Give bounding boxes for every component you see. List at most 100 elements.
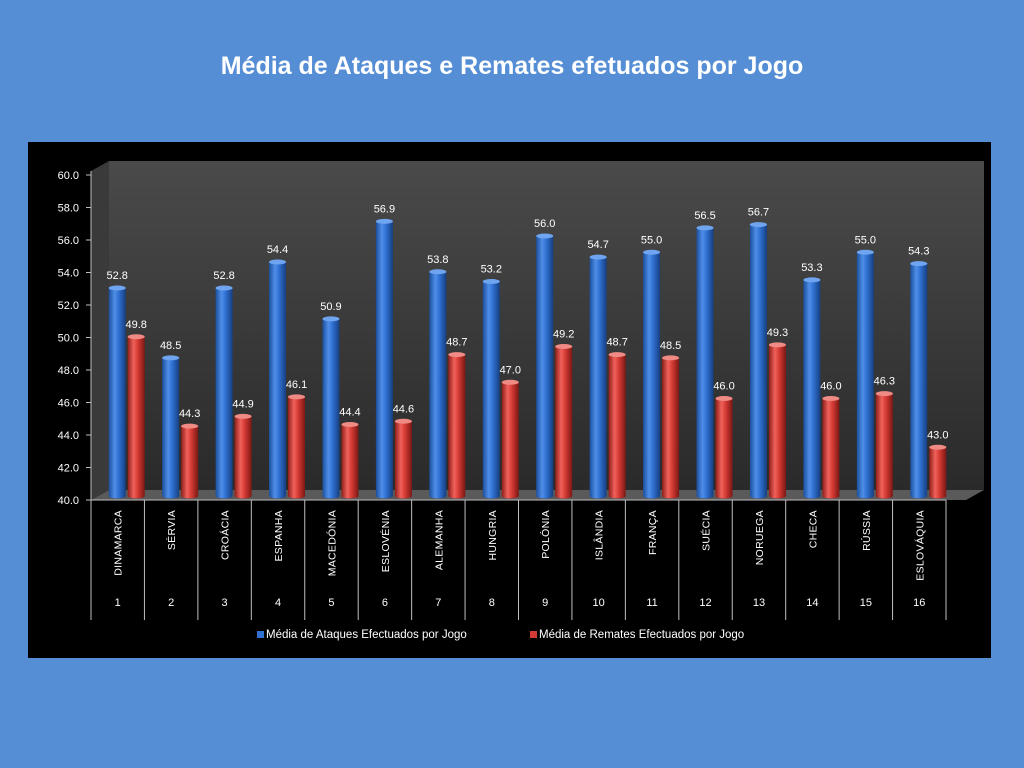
x-category-label: CROÁCIA [219, 510, 232, 560]
x-category-label: DINAMARCA [113, 510, 125, 576]
y-tick-label: 50.0 [58, 333, 79, 345]
bar-body [803, 279, 821, 496]
bar-base [322, 493, 340, 499]
bar-base [215, 493, 233, 499]
bar-shots: 46.0 [713, 381, 735, 499]
bar-base [555, 493, 573, 499]
bar-cap [768, 342, 786, 348]
data-label: 44.3 [179, 408, 200, 420]
data-label: 49.3 [767, 327, 788, 339]
x-category-label: ESPANHA [273, 510, 285, 562]
bar-cap [375, 218, 393, 224]
data-label: 46.1 [286, 379, 307, 391]
bar-cap [341, 422, 359, 427]
bar-body [322, 318, 340, 496]
bar-cap [589, 254, 607, 260]
x-category-label: SÉRVIA [165, 510, 178, 550]
data-label: 53.2 [481, 264, 502, 276]
bar-body [482, 281, 500, 496]
x-category-number: 15 [860, 597, 872, 609]
x-category-label: MACEDÓNIA [325, 510, 338, 576]
bar-cap [162, 355, 180, 361]
x-category-number: 10 [593, 597, 605, 609]
bar-body [875, 393, 893, 496]
bar-shots: 48.5 [660, 340, 681, 499]
bar-body [822, 398, 840, 496]
bar-body [536, 236, 554, 496]
bar-shots: 44.6 [393, 403, 414, 499]
data-label: 46.0 [820, 381, 841, 393]
legend-item-shots: Média de Remates Efectuados por Jogo [530, 629, 744, 641]
data-label: 46.3 [874, 376, 895, 388]
y-tick-label: 54.0 [58, 268, 79, 280]
bar-attacks: 50.9 [320, 301, 342, 499]
bar-shots: 44.3 [179, 408, 200, 499]
bar-shots: 49.8 [126, 319, 147, 499]
x-category-label: FRANÇA [647, 510, 659, 555]
bar-base [127, 493, 145, 499]
bar-base [448, 493, 466, 499]
bar-base [482, 493, 500, 499]
bar-shots: 46.0 [820, 381, 842, 499]
x-category-label: HUNGRIA [487, 510, 499, 561]
bar-body [749, 224, 767, 496]
bar-body [394, 421, 412, 496]
bar-body [375, 221, 393, 496]
bar-cap [181, 423, 199, 429]
data-label: 56.0 [534, 218, 555, 230]
bar-cap [536, 233, 554, 239]
bar-base [910, 493, 928, 499]
data-label: 53.8 [427, 254, 448, 266]
x-category-number: 13 [753, 597, 765, 609]
data-label: 54.7 [587, 239, 608, 251]
bar-cap [875, 391, 893, 397]
bar-body [696, 227, 714, 496]
bar-body [234, 416, 252, 496]
x-category-label: CHECA [807, 510, 819, 548]
bar-body [448, 354, 466, 496]
bar-shots: 44.4 [339, 407, 361, 499]
data-label: 44.9 [232, 398, 253, 410]
bar-cap [501, 379, 519, 385]
bar-base [589, 493, 607, 499]
x-category-label: ISLÂNDIA [593, 510, 606, 560]
x-category-number: 3 [222, 597, 228, 609]
bar-attacks: 54.7 [587, 239, 609, 499]
bar-body [429, 271, 447, 496]
data-label: 56.7 [748, 207, 769, 219]
bar-body [768, 344, 786, 496]
chart-area: 40.0 42.0 44.0 46.0 48.0 50.0 52.0 54.0 56.0 58.0… [28, 142, 991, 658]
bar-body [108, 288, 126, 496]
x-category-number: 16 [913, 597, 925, 609]
bar-body [715, 398, 733, 496]
bar-body [643, 252, 661, 496]
plot-side-wall [91, 161, 109, 500]
bar-attacks: 48.5 [160, 340, 181, 499]
bar-shots: 48.7 [446, 337, 468, 499]
x-category-number: 14 [806, 597, 818, 609]
data-label: 55.0 [855, 234, 876, 246]
bar-shots: 49.3 [767, 327, 788, 499]
bar-cap [127, 334, 145, 340]
bar-base [108, 493, 126, 499]
bar-chart: 40.0 42.0 44.0 46.0 48.0 50.0 52.0 54.0 56.0 58.0… [58, 161, 984, 641]
x-category-number: 9 [542, 597, 548, 609]
data-label: 48.5 [660, 340, 681, 352]
bar-base [608, 493, 626, 499]
bar-base [181, 493, 199, 499]
data-label: 53.3 [801, 262, 822, 274]
bar-base [269, 493, 287, 499]
bar-attacks: 54.3 [908, 246, 929, 499]
bar-body [269, 262, 287, 496]
bar-body [608, 354, 626, 496]
x-category-number: 7 [435, 597, 441, 609]
bar-base [394, 493, 412, 499]
bar-body [215, 288, 233, 496]
bar-base [643, 493, 661, 499]
bar-base [375, 493, 393, 499]
bar-attacks: 53.8 [427, 254, 449, 499]
slide-title: Média de Ataques e Remates efetuados por… [220, 52, 804, 80]
bar-body [288, 396, 306, 496]
bar-base [696, 493, 714, 499]
bar-cap [662, 355, 680, 361]
